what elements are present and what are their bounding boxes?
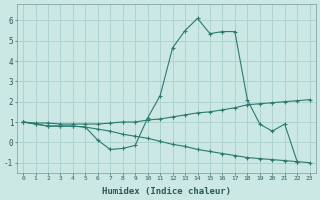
X-axis label: Humidex (Indice chaleur): Humidex (Indice chaleur) — [102, 187, 231, 196]
